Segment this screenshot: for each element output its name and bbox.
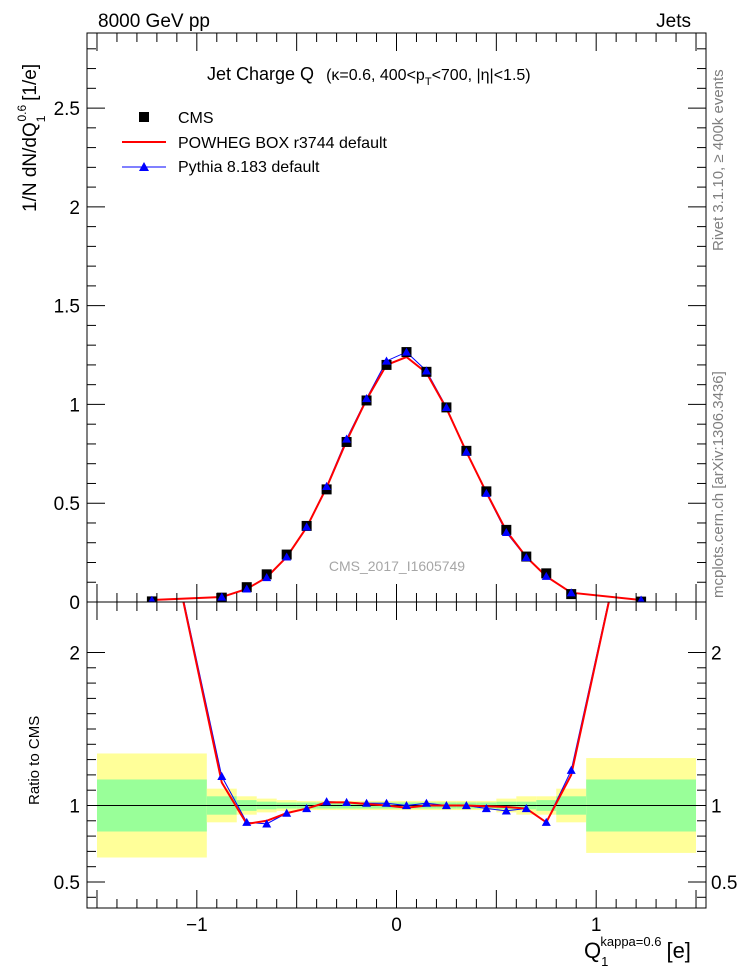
pythia-ratio-point (481, 804, 491, 813)
chart-title-conditions-2: <700, |η|<1.5) (432, 67, 531, 84)
mcplots-reference-label: mcplots.cern.ch [arXiv:1306.3436] (710, 371, 727, 598)
powheg-ratio-line (182, 602, 610, 825)
main-y-tick-label: 1.5 (54, 297, 80, 318)
pythia-point (362, 394, 372, 403)
legend-entry-cms: CMS (139, 110, 214, 127)
pythia-ratio-point (421, 798, 431, 807)
x-tick-label: 0 (391, 915, 402, 936)
pythia-point (342, 434, 352, 443)
chart-title-pt-subscript: T (425, 76, 432, 88)
pythia-ratio-point (342, 797, 352, 807)
header-energy-label: 8000 GeV pp (98, 11, 210, 32)
chart-title: Jet Charge Q (κ=0.6, 400<pT<700, |η|<1.5… (207, 64, 531, 88)
ratio-y-axis-label: Ratio to CMS (26, 716, 43, 805)
chart-title-conditions: (κ=0.6, 400<p (326, 67, 425, 84)
pythia-point (637, 595, 645, 602)
pythia-ratio-point (147, 449, 156, 457)
main-y-axis-label: 1/N dN/dQ10.6[1/e] (15, 64, 48, 212)
ratio-plot-panel: −1 0 1 0.5 0.5 1 1 2 2 Ratio to CMS Q1kappa=0.6[… (26, 449, 737, 969)
legend-entry-powheg: POWHEG BOX r3744 default (122, 135, 388, 152)
pythia-ratio-point (521, 804, 531, 813)
pythia-ratio-point (262, 819, 272, 828)
main-y-tick-label: 0.5 (54, 494, 80, 515)
analysis-watermark: CMS_2017_I1605749 (329, 558, 465, 574)
pythia-ratio-point (302, 804, 312, 813)
pythia-point (262, 573, 272, 582)
pythia-ratio-line (183, 602, 609, 825)
pythia-ratio-point (382, 798, 392, 807)
x-tick-label: 1 (591, 915, 602, 936)
pythia-ratio-point (566, 765, 576, 774)
pythia-ratio-point (217, 771, 227, 781)
pythia-point (481, 488, 491, 497)
cms-data-point (381, 359, 392, 370)
pythia-point (421, 366, 431, 375)
pythia-ratio-point (401, 800, 411, 810)
ratio-y-tick-label-right: 0.5 (711, 873, 737, 894)
legend-pythia-marker (139, 162, 149, 171)
x-tick-label: −1 (186, 915, 208, 936)
pythia-point (217, 592, 227, 601)
main-plot-panel: CMS_2017_I1605749 0 0.5 1 1.5 2 2.5 Jet Charg… (15, 32, 707, 614)
legend-powheg-label: POWHEG BOX r3744 default (178, 135, 388, 152)
legend-cms-marker (139, 112, 149, 122)
pythia-point (441, 402, 451, 411)
pythia-point (242, 584, 252, 593)
main-y-tick-label: 0 (69, 593, 80, 614)
pythia-point (461, 447, 471, 456)
main-y-tick-label: 2.5 (54, 99, 80, 120)
legend-pythia-label: Pythia 8.183 default (178, 159, 320, 176)
ratio-y-tick-label-left: 0.5 (54, 873, 80, 894)
pythia-point (148, 595, 156, 602)
pythia-point (401, 347, 411, 356)
x-axis-label: Q1kappa=0.6 [e] (584, 934, 691, 969)
legend-entry-pythia: Pythia 8.183 default (122, 159, 320, 176)
pythia-ratio-point (541, 817, 551, 826)
header-process-label: Jets (656, 11, 691, 32)
pythia-ratio-point (637, 449, 646, 457)
pythia-ratio-point (461, 800, 471, 810)
pythia-ratio-point (362, 798, 372, 807)
ratio-y-tick-label-left: 2 (69, 643, 80, 664)
pythia-ratio-point (322, 797, 332, 806)
pythia-point (521, 553, 531, 562)
pythia-ratio-point (501, 806, 511, 815)
pythia-point (501, 527, 511, 537)
pythia-ratio-point (441, 800, 451, 810)
main-y-tick-label: 2 (69, 198, 80, 219)
pythia-point (302, 522, 312, 531)
legend-cms-label: CMS (178, 110, 214, 127)
pythia-ratio-point (242, 817, 252, 826)
main-y-tick-label: 1 (69, 395, 80, 416)
ratio-y-tick-label-left: 1 (69, 796, 80, 817)
pythia-point (282, 552, 292, 561)
ratio-y-tick-label-right: 1 (711, 796, 722, 817)
pythia-point (382, 356, 392, 365)
legend: CMS POWHEG BOX r3744 default Pythia 8.18… (122, 110, 388, 176)
pythia-point (566, 588, 576, 597)
chart-title-main: Jet Charge Q (207, 64, 314, 84)
ratio-y-tick-label-right: 2 (711, 643, 722, 664)
rivet-version-label: Rivet 3.1.10, ≥ 400k events (710, 69, 727, 251)
pythia-point (322, 481, 332, 491)
pythia-ratio-point (282, 808, 292, 817)
pythia-point (541, 571, 551, 580)
